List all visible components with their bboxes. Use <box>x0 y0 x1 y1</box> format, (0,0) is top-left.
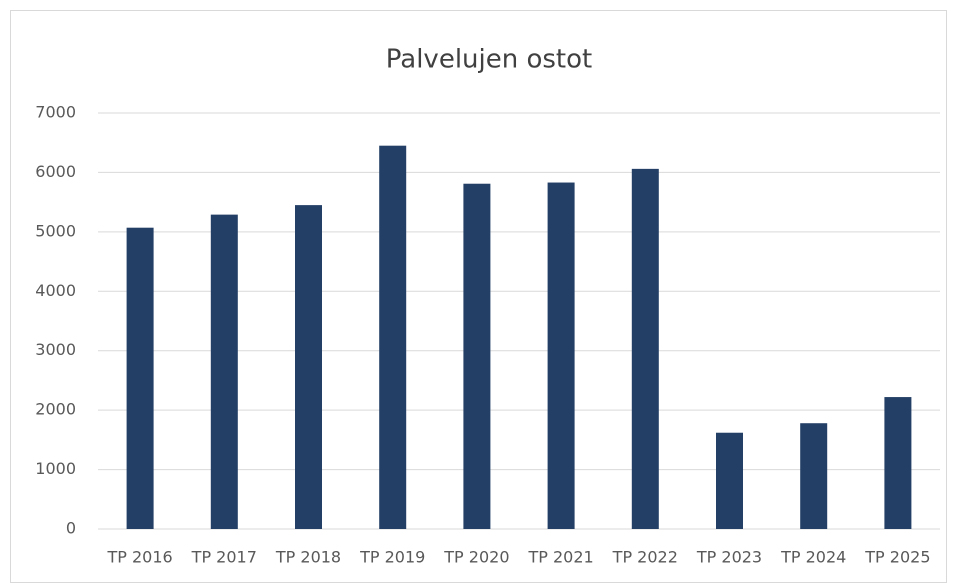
bar <box>463 183 491 529</box>
x-tick-label: TP 2021 <box>527 548 593 567</box>
x-tick-label: TP 2023 <box>696 548 762 567</box>
y-tick-label: 2000 <box>35 400 76 419</box>
bar <box>800 423 828 529</box>
x-tick-label: TP 2017 <box>191 548 257 567</box>
bar <box>547 182 575 529</box>
bar <box>210 214 238 529</box>
bar <box>716 432 743 529</box>
y-tick-label: 5000 <box>35 221 76 240</box>
y-tick-label: 1000 <box>35 459 76 478</box>
bar <box>295 205 322 529</box>
x-tick-label: TP 2018 <box>275 548 341 567</box>
y-tick-label: 4000 <box>35 281 76 300</box>
bar <box>631 168 659 529</box>
x-tick-label: TP 2019 <box>359 548 425 567</box>
y-tick-label: 6000 <box>35 162 76 181</box>
x-tick-label: TP 2022 <box>612 548 678 567</box>
y-tick-label: 7000 <box>35 103 76 122</box>
x-tick-label: TP 2025 <box>864 548 930 567</box>
x-tick-label: TP 2020 <box>443 548 509 567</box>
y-tick-label: 3000 <box>35 340 76 359</box>
x-tick-label: TP 2016 <box>106 548 172 567</box>
bar <box>884 397 912 529</box>
bar <box>379 145 407 529</box>
bar <box>126 227 154 529</box>
x-tick-label: TP 2024 <box>780 548 846 567</box>
y-tick-label: 0 <box>66 519 76 538</box>
chart-title: Palvelujen ostot <box>386 45 592 75</box>
